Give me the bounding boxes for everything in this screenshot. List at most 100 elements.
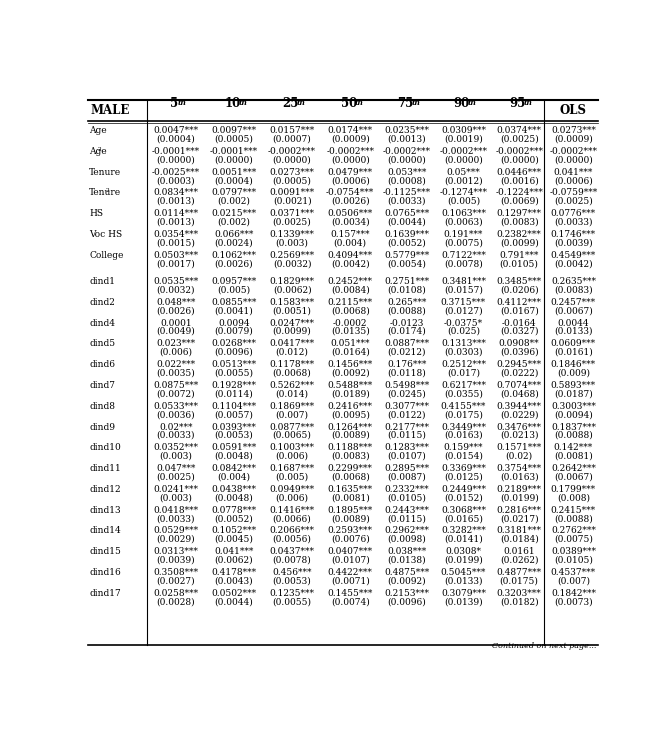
Text: dind16: dind16: [89, 568, 121, 577]
Text: -0.0164: -0.0164: [502, 318, 537, 328]
Text: (0.006): (0.006): [159, 348, 193, 356]
Text: (0.0092): (0.0092): [331, 368, 369, 378]
Text: (0.0071): (0.0071): [331, 576, 369, 586]
Text: (0.0083): (0.0083): [500, 218, 539, 226]
Text: 0.2895***: 0.2895***: [384, 464, 429, 473]
Text: (0.0222): (0.0222): [500, 368, 539, 378]
Text: 0.1869***: 0.1869***: [270, 402, 314, 411]
Text: dind17: dind17: [89, 589, 121, 598]
Text: 0.2332***: 0.2332***: [385, 485, 429, 494]
Text: 0.3715***: 0.3715***: [441, 298, 486, 306]
Text: dind10: dind10: [89, 443, 121, 452]
Text: (0.0174): (0.0174): [387, 327, 426, 336]
Text: 0.3203***: 0.3203***: [497, 589, 541, 598]
Text: 0.1104***: 0.1104***: [211, 402, 256, 411]
Text: 0.0479***: 0.0479***: [328, 168, 373, 176]
Text: 0.0389***: 0.0389***: [551, 548, 596, 556]
Text: 0.051***: 0.051***: [330, 340, 370, 348]
Text: (0.0099): (0.0099): [500, 238, 539, 248]
Text: -0.1274***: -0.1274***: [440, 188, 488, 198]
Text: 0.2443***: 0.2443***: [385, 506, 429, 514]
Text: 0.2945***: 0.2945***: [496, 360, 542, 369]
Text: 0.1283***: 0.1283***: [385, 443, 429, 452]
Text: 0.1571***: 0.1571***: [496, 443, 542, 452]
Text: 0.2593***: 0.2593***: [328, 526, 373, 536]
Text: (0.0042): (0.0042): [554, 259, 593, 268]
Text: 0.3944***: 0.3944***: [496, 402, 542, 411]
Text: (0.0015): (0.0015): [157, 238, 195, 248]
Text: 75: 75: [397, 97, 413, 110]
Text: 0.791***: 0.791***: [500, 251, 539, 259]
Text: 0.1846***: 0.1846***: [551, 360, 596, 369]
Text: (0.006): (0.006): [276, 452, 308, 461]
Text: (0.017): (0.017): [447, 368, 480, 378]
Text: dind5: dind5: [89, 340, 115, 348]
Text: 0.7074***: 0.7074***: [496, 381, 542, 390]
Text: -0.0001***: -0.0001***: [152, 147, 200, 156]
Text: (0.0165): (0.0165): [444, 514, 483, 523]
Text: 0.0241***: 0.0241***: [153, 485, 198, 494]
Text: 0.047***: 0.047***: [156, 464, 195, 473]
Text: 0.1687***: 0.1687***: [270, 464, 314, 473]
Text: (0.0033): (0.0033): [554, 218, 593, 226]
Text: 0.2816***: 0.2816***: [496, 506, 542, 514]
Text: (0.0083): (0.0083): [331, 452, 369, 461]
Text: 0.041***: 0.041***: [214, 548, 254, 556]
Text: th: th: [411, 98, 420, 107]
Text: 0.1235***: 0.1235***: [270, 589, 314, 598]
Text: (0.0042): (0.0042): [331, 259, 369, 268]
Text: (0.0163): (0.0163): [500, 473, 539, 481]
Text: 0.2452***: 0.2452***: [328, 277, 373, 286]
Text: 0.265***: 0.265***: [387, 298, 427, 306]
Text: Continued on next page...: Continued on next page...: [492, 642, 597, 650]
Text: 0.0591***: 0.0591***: [211, 443, 257, 452]
Text: 0.0374***: 0.0374***: [496, 126, 542, 135]
Text: (0.0115): (0.0115): [387, 431, 426, 440]
Text: 0.2299***: 0.2299***: [328, 464, 373, 473]
Text: 0.0437***: 0.0437***: [270, 548, 314, 556]
Text: (0.0062): (0.0062): [215, 556, 254, 564]
Text: -0.0002***: -0.0002***: [383, 147, 431, 156]
Text: (0.0089): (0.0089): [331, 514, 369, 523]
Text: (0.0025): (0.0025): [554, 197, 593, 206]
Text: (0.0068): (0.0068): [273, 368, 312, 378]
Text: (0.0199): (0.0199): [500, 493, 539, 502]
Text: (0.003): (0.003): [159, 493, 192, 502]
Text: 0.2153***: 0.2153***: [384, 589, 429, 598]
Text: (0.0049): (0.0049): [157, 327, 195, 336]
Text: 0.5488***: 0.5488***: [328, 381, 373, 390]
Text: (0.012): (0.012): [276, 348, 308, 356]
Text: (0.0157): (0.0157): [444, 285, 483, 295]
Text: dind7: dind7: [89, 381, 115, 390]
Text: 0.0174***: 0.0174***: [328, 126, 373, 135]
Text: OLS: OLS: [560, 104, 587, 117]
Text: 5: 5: [170, 97, 179, 110]
Text: (0.0122): (0.0122): [387, 410, 426, 419]
Text: 0.1062***: 0.1062***: [211, 251, 256, 259]
Text: 0.0503***: 0.0503***: [153, 251, 199, 259]
Text: (0.02): (0.02): [506, 452, 533, 461]
Text: (0.0079): (0.0079): [215, 327, 254, 336]
Text: (0.0043): (0.0043): [215, 576, 254, 586]
Text: 0.0855***: 0.0855***: [211, 298, 257, 306]
Text: 0.023***: 0.023***: [157, 340, 195, 348]
Text: (0.0161): (0.0161): [554, 348, 593, 356]
Text: 0.4877***: 0.4877***: [496, 568, 542, 577]
Text: (0.0067): (0.0067): [554, 473, 593, 481]
Text: (0.0229): (0.0229): [500, 410, 539, 419]
Text: (0.0105): (0.0105): [500, 259, 539, 268]
Text: (0.0099): (0.0099): [273, 327, 312, 336]
Text: (0.0133): (0.0133): [444, 576, 482, 586]
Text: -0.0025***: -0.0025***: [152, 168, 200, 176]
Text: 0.05***: 0.05***: [446, 168, 480, 176]
Text: 0.2189***: 0.2189***: [496, 485, 542, 494]
Text: 0.3369***: 0.3369***: [441, 464, 486, 473]
Text: 0.5779***: 0.5779***: [384, 251, 429, 259]
Text: th: th: [238, 98, 248, 107]
Text: (0.0108): (0.0108): [387, 285, 426, 295]
Text: 0.5893***: 0.5893***: [551, 381, 596, 390]
Text: 0.1003***: 0.1003***: [270, 443, 314, 452]
Text: (0.0009): (0.0009): [331, 135, 369, 143]
Text: 0.1313***: 0.1313***: [441, 340, 486, 348]
Text: 95: 95: [510, 97, 526, 110]
